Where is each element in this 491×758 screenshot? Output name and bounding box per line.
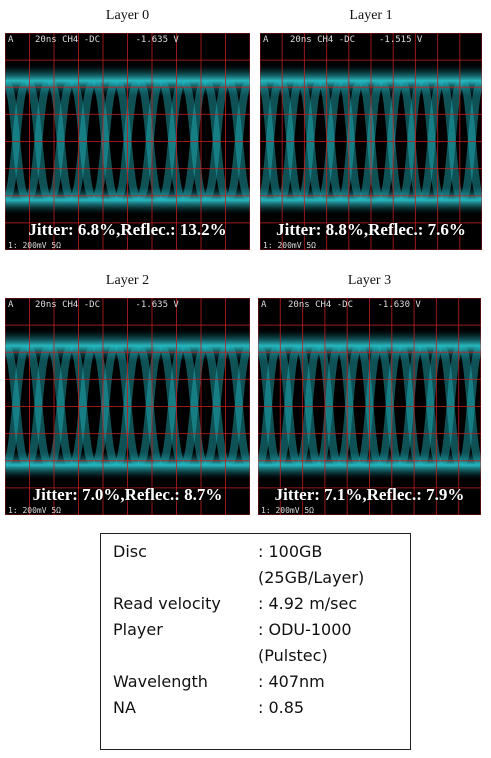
measurement-result: Jitter: 8.8%,Reflec.: 7.6% <box>260 220 482 240</box>
scope-channel: A <box>263 35 268 45</box>
measurement-result: Jitter: 6.8%,Reflec.: 13.2% <box>5 220 250 240</box>
panel-title: Layer 2 <box>5 273 250 289</box>
panel-title: Layer 1 <box>260 8 482 24</box>
spec-label: Disc <box>113 542 147 561</box>
scope-setting: 20ns CH4 -DC <box>290 35 355 45</box>
spec-label: NA <box>113 698 136 717</box>
spec-value: (25GB/Layer) <box>258 568 364 587</box>
scope-level: -1.635 V <box>136 35 179 45</box>
scope-scale: 1: 200mV 5Ω <box>8 241 61 250</box>
spec-value: : 4.92 m/sec <box>258 594 357 613</box>
spec-label: Wavelength <box>113 672 208 691</box>
scope-level: -1.515 V <box>379 35 422 45</box>
scope-channel: A <box>8 300 13 310</box>
scope-panel: A 20ns CH4 -DC -1.515 V Jitter: 8.8%,Reflec… <box>260 33 482 250</box>
spec-label: Player <box>113 620 163 639</box>
measurement-result: Jitter: 7.0%,Reflec.: 8.7% <box>5 485 250 505</box>
scope-setting: 20ns CH4 -DC <box>35 35 100 45</box>
spec-label: Read velocity <box>113 594 221 613</box>
measurement-result: Jitter: 7.1%,Reflec.: 7.9% <box>258 485 481 505</box>
eye-diagram <box>5 33 250 250</box>
scope-setting: 20ns CH4 -DC <box>35 300 100 310</box>
scope-scale: 1: 200mV 5Ω <box>8 506 61 515</box>
scope-setting: 20ns CH4 -DC <box>288 300 353 310</box>
spec-value: : ODU-1000 <box>258 620 352 639</box>
spec-value: : 407nm <box>258 672 325 691</box>
scope-panel: A 20ns CH4 -DC -1.635 V Jitter: 6.8%,Reflec… <box>5 33 250 250</box>
scope-channel: A <box>261 300 266 310</box>
page: {"panels": [ {"title": "Layer 0", "heade… <box>0 0 491 758</box>
scope-scale: 1: 200mV 5Ω <box>261 506 314 515</box>
eye-diagram <box>258 298 481 515</box>
spec-value: (Pulstec) <box>258 646 328 665</box>
spec-box: Disc : 100GB (25GB/Layer) Read velocity : 4.… <box>100 533 411 750</box>
spec-value: : 100GB <box>258 542 322 561</box>
scope-scale: 1: 200mV 5Ω <box>263 241 316 250</box>
scope-channel: A <box>8 35 13 45</box>
eye-diagram <box>5 298 250 515</box>
spec-value: : 0.85 <box>258 698 304 717</box>
scope-level: -1.630 V <box>378 300 421 310</box>
scope-panel: A 20ns CH4 -DC -1.635 V Jitter: 7.0%,Reflec… <box>5 298 250 515</box>
scope-level: -1.635 V <box>136 300 179 310</box>
scope-panel: A 20ns CH4 -DC -1.630 V Jitter: 7.1%,Reflec… <box>258 298 481 515</box>
panel-title: Layer 3 <box>258 273 481 289</box>
eye-diagram <box>260 33 482 250</box>
panel-title: Layer 0 <box>5 8 250 24</box>
